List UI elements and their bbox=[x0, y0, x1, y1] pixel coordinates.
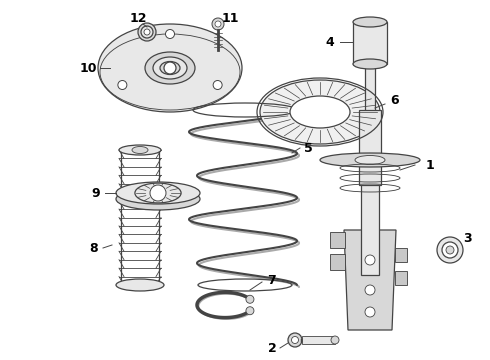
Circle shape bbox=[246, 307, 254, 315]
Ellipse shape bbox=[98, 24, 242, 112]
Circle shape bbox=[365, 307, 375, 317]
Text: 7: 7 bbox=[268, 274, 276, 287]
Circle shape bbox=[446, 246, 454, 254]
Text: 6: 6 bbox=[391, 94, 399, 107]
Bar bbox=[302, 336, 335, 344]
Ellipse shape bbox=[135, 183, 181, 203]
Circle shape bbox=[166, 30, 174, 39]
Ellipse shape bbox=[160, 62, 180, 75]
Text: 5: 5 bbox=[304, 141, 313, 154]
Text: 4: 4 bbox=[326, 36, 334, 49]
Bar bbox=[330, 232, 345, 248]
Ellipse shape bbox=[116, 279, 164, 291]
Ellipse shape bbox=[353, 17, 387, 27]
Circle shape bbox=[141, 26, 153, 38]
Ellipse shape bbox=[353, 59, 387, 69]
Bar bbox=[353, 22, 387, 64]
Circle shape bbox=[292, 337, 298, 343]
Text: 12: 12 bbox=[129, 12, 147, 24]
Ellipse shape bbox=[132, 147, 148, 153]
Circle shape bbox=[215, 21, 221, 27]
Bar bbox=[395, 271, 407, 285]
Bar bbox=[361, 185, 379, 275]
Circle shape bbox=[164, 62, 176, 74]
Circle shape bbox=[212, 18, 224, 30]
Polygon shape bbox=[344, 230, 396, 330]
Ellipse shape bbox=[260, 80, 380, 144]
Text: 1: 1 bbox=[426, 158, 434, 171]
Text: 3: 3 bbox=[464, 231, 472, 244]
Ellipse shape bbox=[320, 153, 420, 167]
Text: 11: 11 bbox=[221, 12, 239, 24]
Ellipse shape bbox=[153, 57, 187, 79]
Circle shape bbox=[144, 29, 150, 35]
Text: 8: 8 bbox=[90, 242, 98, 255]
Circle shape bbox=[288, 333, 302, 347]
Circle shape bbox=[118, 81, 127, 90]
Ellipse shape bbox=[355, 156, 385, 165]
Bar bbox=[365, 40, 375, 140]
Circle shape bbox=[365, 255, 375, 265]
Bar bbox=[330, 254, 345, 270]
Circle shape bbox=[150, 185, 166, 201]
Ellipse shape bbox=[290, 96, 350, 128]
Circle shape bbox=[442, 242, 458, 258]
Circle shape bbox=[213, 81, 222, 90]
Text: 9: 9 bbox=[92, 186, 100, 199]
Circle shape bbox=[365, 285, 375, 295]
Ellipse shape bbox=[116, 182, 200, 204]
Ellipse shape bbox=[331, 336, 339, 344]
Ellipse shape bbox=[145, 52, 195, 84]
Circle shape bbox=[246, 295, 254, 303]
Circle shape bbox=[437, 237, 463, 263]
Bar bbox=[359, 110, 381, 185]
Bar bbox=[395, 248, 407, 262]
Ellipse shape bbox=[119, 145, 161, 155]
Text: 10: 10 bbox=[79, 62, 97, 75]
Ellipse shape bbox=[116, 188, 200, 210]
Circle shape bbox=[138, 23, 156, 41]
Text: 2: 2 bbox=[268, 342, 276, 355]
